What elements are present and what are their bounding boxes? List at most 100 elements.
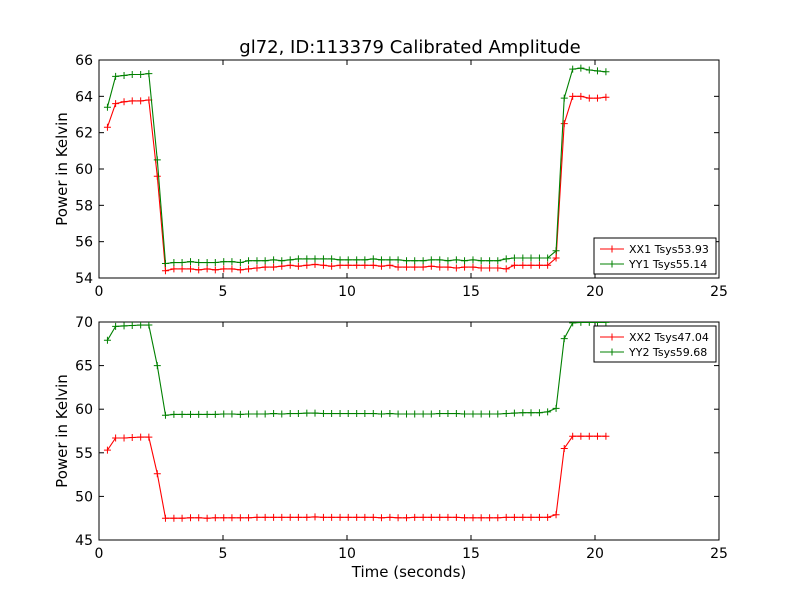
data-point <box>145 433 153 441</box>
data-point <box>486 514 494 522</box>
x-tick-label: 15 <box>462 546 480 562</box>
data-point <box>253 410 261 418</box>
data-point <box>577 432 585 440</box>
data-point <box>411 257 419 265</box>
y-tick-label: 64 <box>75 89 93 105</box>
data-point <box>394 263 402 271</box>
data-point <box>203 514 211 522</box>
data-point <box>120 322 128 330</box>
data-point <box>560 94 568 102</box>
data-point <box>303 255 311 263</box>
data-point <box>486 410 494 418</box>
data-point <box>303 261 311 269</box>
legend-label: XX2 Tsys47.04 <box>629 331 709 344</box>
data-point <box>261 513 269 521</box>
data-point <box>137 433 145 441</box>
data-point <box>145 70 153 78</box>
data-point <box>270 410 278 418</box>
x-tick-label: 25 <box>710 546 728 562</box>
y-tick-label: 56 <box>75 235 93 251</box>
data-point <box>602 93 610 101</box>
data-point <box>427 513 435 521</box>
data-point <box>419 263 427 271</box>
legend-label: YY2 Tsys59.68 <box>628 346 707 359</box>
data-point <box>228 514 236 522</box>
data-point <box>278 410 286 418</box>
data-point <box>278 257 286 265</box>
data-point <box>211 259 219 267</box>
data-point <box>527 409 535 417</box>
data-point <box>270 263 278 271</box>
data-point <box>294 410 302 418</box>
data-point <box>203 259 211 267</box>
data-point <box>211 410 219 418</box>
data-point <box>411 263 419 271</box>
data-point <box>527 261 535 269</box>
data-point <box>137 322 145 329</box>
data-point <box>452 264 460 272</box>
data-point <box>461 410 469 418</box>
data-point <box>353 256 361 264</box>
data-point <box>544 513 552 521</box>
data-point <box>510 261 518 269</box>
data-point <box>195 259 203 267</box>
x-tick-label: 0 <box>95 546 104 562</box>
data-point <box>344 513 352 521</box>
data-point <box>452 410 460 418</box>
data-point <box>552 254 560 262</box>
data-point <box>294 262 302 270</box>
data-point <box>170 514 178 522</box>
data-point <box>452 513 460 521</box>
data-point <box>403 410 411 418</box>
data-point <box>377 514 385 522</box>
series-group <box>103 64 610 275</box>
data-point <box>137 97 145 105</box>
data-point <box>494 514 502 522</box>
data-point <box>228 265 236 273</box>
data-point <box>502 255 510 263</box>
legend-marker <box>608 348 616 356</box>
data-point <box>377 410 385 418</box>
data-point <box>103 123 111 131</box>
data-point <box>286 410 294 418</box>
data-point <box>585 432 593 440</box>
data-point <box>170 265 178 273</box>
data-point <box>510 513 518 521</box>
data-point <box>328 410 336 418</box>
data-point <box>444 410 452 418</box>
data-point <box>294 255 302 263</box>
y-tick-label: 54 <box>75 271 93 287</box>
data-point <box>394 410 402 418</box>
x-tick-label: 15 <box>462 284 480 300</box>
data-point <box>577 92 585 100</box>
y-axis-label: Power in Kelvin <box>53 112 71 226</box>
data-point <box>153 470 161 478</box>
data-point <box>137 71 145 79</box>
data-point <box>411 410 419 418</box>
data-point <box>187 265 195 273</box>
data-point <box>444 263 452 271</box>
data-point <box>469 256 477 264</box>
data-point <box>103 446 111 454</box>
data-point <box>303 409 311 417</box>
data-point <box>519 254 527 262</box>
data-point <box>486 264 494 272</box>
data-point <box>602 432 610 440</box>
data-point <box>494 264 502 272</box>
data-point <box>278 513 286 521</box>
data-point <box>261 410 269 418</box>
data-point <box>103 103 111 111</box>
data-point <box>112 434 120 442</box>
data-point <box>477 264 485 272</box>
data-point <box>377 256 385 264</box>
data-point <box>128 322 136 329</box>
data-point <box>270 513 278 521</box>
data-point <box>369 513 377 521</box>
x-tick-label: 5 <box>219 284 228 300</box>
data-point <box>427 262 435 270</box>
legend-label: YY1 Tsys55.14 <box>628 258 707 271</box>
data-point <box>153 362 161 370</box>
data-point <box>419 513 427 521</box>
data-point <box>195 410 203 418</box>
